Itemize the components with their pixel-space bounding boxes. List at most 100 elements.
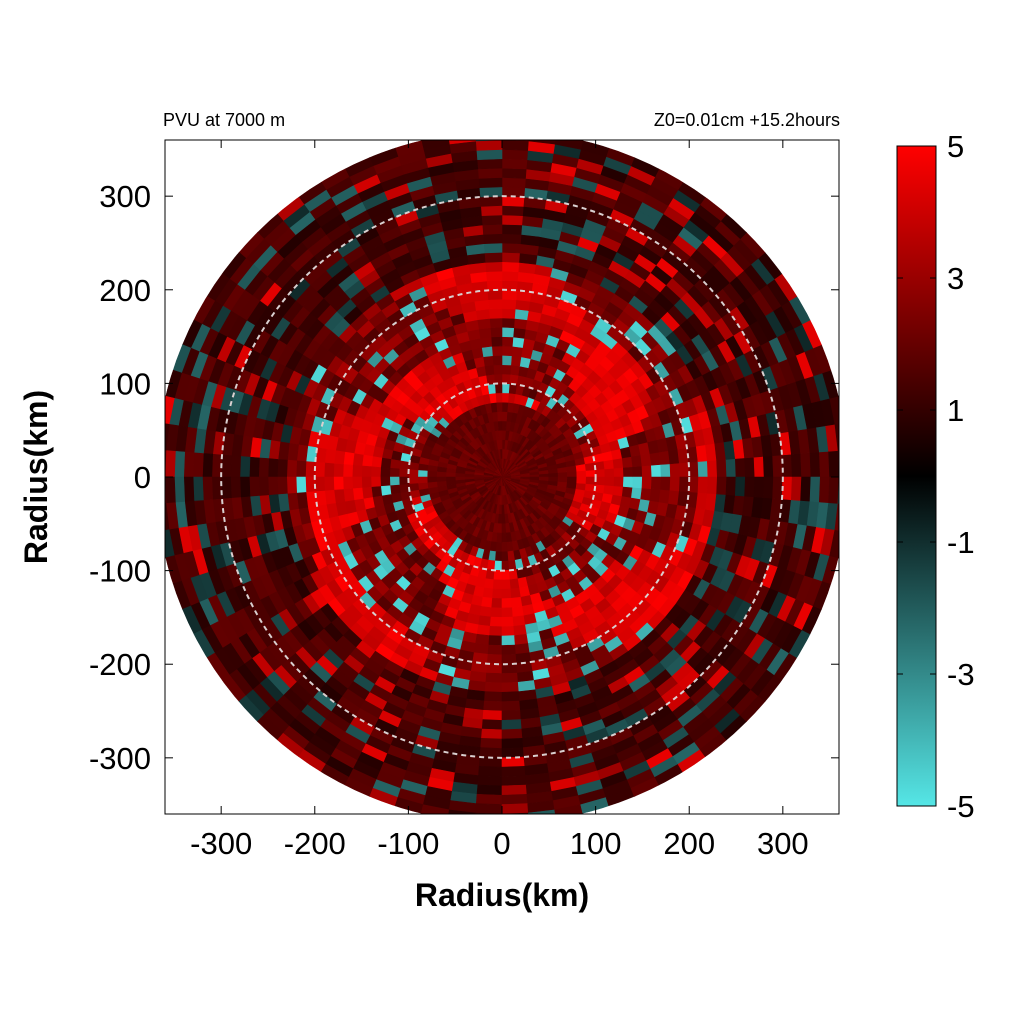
- heatmap-cell: [790, 476, 802, 501]
- heatmap-cell: [492, 588, 503, 600]
- heatmap-cell: [314, 461, 326, 478]
- heatmap-cell: [489, 541, 498, 553]
- heatmap-cell: [501, 625, 515, 637]
- heatmap-cell: [276, 459, 288, 478]
- heatmap-cell: [474, 812, 503, 814]
- heatmap-cell: [649, 451, 661, 466]
- heatmap-cell: [512, 615, 526, 627]
- heatmap-cell: [501, 383, 510, 394]
- heatmap-cell: [604, 467, 615, 478]
- heatmap-cell: [566, 481, 578, 490]
- heatmap-cell: [333, 476, 344, 491]
- heatmap-cell: [501, 812, 530, 814]
- heatmap-cell: [706, 476, 718, 495]
- heatmap-cell: [361, 454, 373, 468]
- y-tick-label: -200: [89, 647, 151, 682]
- heatmap-cell: [491, 345, 503, 357]
- heatmap-cell: [494, 560, 503, 571]
- heatmap-field: [165, 140, 839, 814]
- heatmap-cell: [475, 803, 503, 814]
- colorbar: 5 3 1 -1 -3 -5: [896, 129, 975, 824]
- heatmap-cell: [486, 289, 503, 301]
- heatmap-cell: [174, 476, 186, 504]
- y-tick-label: 100: [99, 366, 151, 401]
- heatmap-cell: [475, 149, 503, 161]
- heatmap-cell: [809, 476, 821, 503]
- heatmap-cell: [501, 364, 512, 375]
- heatmap-cell: [501, 747, 525, 759]
- heatmap-cell: [454, 472, 466, 478]
- heatmap-cell: [492, 579, 503, 590]
- heatmap-cell: [513, 318, 528, 330]
- heatmap-cell: [566, 476, 578, 484]
- heatmap-cell: [248, 456, 260, 478]
- heatmap-cell: [389, 467, 400, 478]
- heatmap-cell: [621, 456, 634, 468]
- heatmap-cell: [529, 476, 540, 481]
- heatmap-cell: [479, 195, 503, 207]
- heatmap-cell: [649, 488, 661, 503]
- heatmap-cell: [585, 476, 596, 485]
- heatmap-cell: [501, 756, 526, 768]
- heatmap-cell: [641, 464, 653, 478]
- heatmap-cell: [509, 364, 520, 376]
- colorbar-tick-label: -3: [947, 657, 975, 692]
- heatmap-cell: [483, 700, 503, 712]
- heatmap-cell: [734, 476, 746, 497]
- heatmap-cell: [501, 439, 506, 450]
- heatmap-cell: [482, 355, 494, 367]
- x-tick-label: 300: [757, 826, 809, 861]
- heatmap-cell: [837, 449, 839, 478]
- heatmap-cell: [613, 476, 625, 487]
- heatmap-cell: [492, 354, 503, 366]
- heatmap-cell: [501, 429, 507, 441]
- x-tick-label: 100: [570, 826, 622, 861]
- heatmap-cell: [476, 318, 491, 330]
- heatmap-cell: [361, 486, 373, 500]
- heatmap-cell: [174, 450, 186, 478]
- heatmap-cell: [501, 616, 515, 628]
- heatmap-cell: [478, 186, 503, 198]
- heatmap-cell: [481, 223, 503, 235]
- heatmap-cell: [641, 476, 653, 490]
- heatmap-cell: [706, 459, 718, 478]
- heatmap-cell: [165, 476, 176, 504]
- heatmap-cell: [498, 504, 503, 515]
- x-tick-label: -200: [284, 826, 346, 861]
- heatmap-cell: [489, 317, 503, 329]
- heatmap-cell: [464, 473, 475, 478]
- heatmap-cell: [480, 737, 503, 749]
- heatmap-cell: [267, 458, 279, 478]
- heatmap-cell: [762, 476, 774, 499]
- heatmap-cell: [484, 251, 503, 263]
- heatmap-cell: [501, 700, 521, 712]
- heatmap-cell: [632, 465, 643, 478]
- heatmap-cell: [594, 468, 606, 478]
- heatmap-cell: [501, 803, 529, 814]
- heatmap-cell: [473, 474, 484, 478]
- heatmap-cell: [800, 476, 812, 502]
- heatmap-cell: [678, 461, 690, 478]
- heatmap-cell: [501, 140, 529, 151]
- heatmap-cell: [501, 653, 518, 665]
- heatmap-cell: [477, 167, 503, 179]
- heatmap-cell: [725, 458, 737, 478]
- heatmap-cell: [744, 456, 756, 478]
- plot-title-right: Z0=0.01cm +15.2hours: [654, 110, 840, 130]
- heatmap-cell: [753, 456, 765, 478]
- heatmap-cell: [483, 242, 503, 254]
- heatmap-cell: [501, 336, 514, 347]
- colorbar-tick-label: 1: [947, 393, 964, 428]
- heatmap-cell: [501, 298, 517, 310]
- heatmap-cell: [495, 551, 503, 562]
- heatmap-cell: [631, 486, 643, 500]
- heatmap-cell: [818, 450, 830, 478]
- heatmap-cell: [258, 457, 270, 478]
- heatmap-cell: [398, 460, 410, 471]
- heatmap-cell: [501, 158, 528, 170]
- heatmap-cell: [480, 205, 503, 217]
- heatmap-cell: [485, 270, 503, 282]
- heatmap-cell: [501, 793, 529, 805]
- heatmap-cell: [379, 467, 391, 478]
- heatmap-cell: [481, 214, 503, 226]
